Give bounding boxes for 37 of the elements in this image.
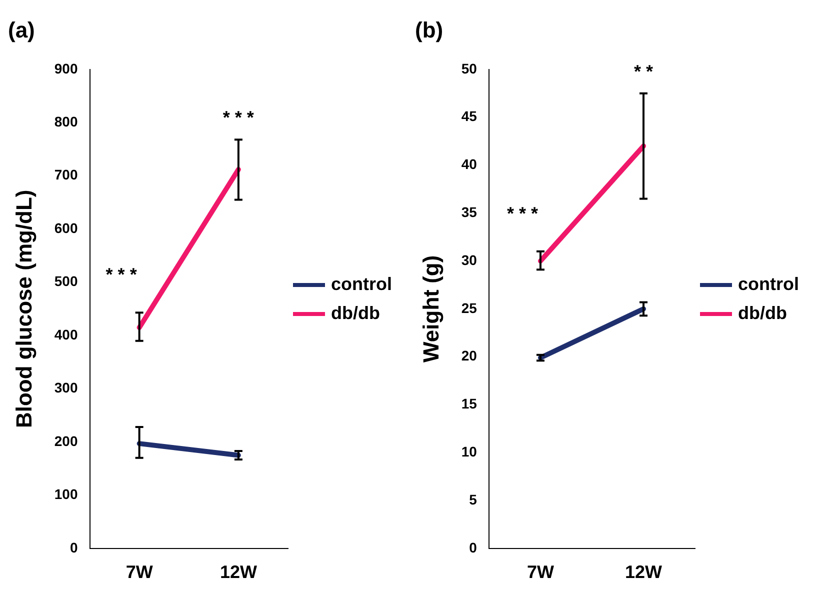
- y-tick-label: 45: [461, 108, 478, 124]
- y-tick-label: 0: [70, 539, 78, 556]
- y-tick-label: 700: [54, 166, 78, 183]
- y-tick-label: 300: [54, 380, 78, 396]
- y-tick-label: 10: [461, 443, 478, 460]
- y-tick-label: 900: [54, 60, 78, 76]
- chart-title: (b): [415, 17, 444, 42]
- y-tick-label: 15: [461, 396, 478, 412]
- y-tick-label: 5: [469, 491, 478, 508]
- chart-title: (a): [8, 17, 35, 42]
- legend-label: control: [738, 274, 799, 295]
- y-axis-title: Blood glucose (mg/dL): [11, 190, 36, 428]
- legend-label: db/db: [331, 303, 380, 324]
- y-tick-label: 500: [54, 273, 78, 290]
- y-tick-label: 20: [461, 348, 478, 364]
- legend-label: db/db: [738, 303, 787, 324]
- annotation: * * *: [106, 264, 137, 285]
- y-tick-label: 400: [54, 326, 78, 342]
- legend-label: control: [331, 274, 392, 295]
- y-tick-label: 30: [461, 252, 478, 268]
- x-tick-label: 7W: [126, 562, 153, 582]
- annotation: * * *: [506, 203, 538, 224]
- y-tick-label: 600: [54, 220, 78, 236]
- annotation: * *: [634, 61, 653, 82]
- x-tick-label: 12W: [220, 562, 257, 582]
- y-tick-label: 35: [461, 204, 478, 220]
- y-tick-label: 100: [54, 486, 78, 502]
- y-axis-title: Weight (g): [418, 255, 444, 362]
- y-tick-label: 50: [461, 60, 478, 76]
- y-tick-label: 200: [54, 432, 78, 449]
- y-tick-label: 25: [461, 300, 478, 316]
- annotation: * * *: [222, 108, 254, 128]
- x-tick-label: 12W: [624, 562, 662, 582]
- y-tick-label: 800: [54, 113, 78, 130]
- y-tick-label: 0: [469, 539, 478, 556]
- x-tick-label: 7W: [526, 562, 554, 582]
- y-tick-label: 40: [461, 156, 478, 172]
